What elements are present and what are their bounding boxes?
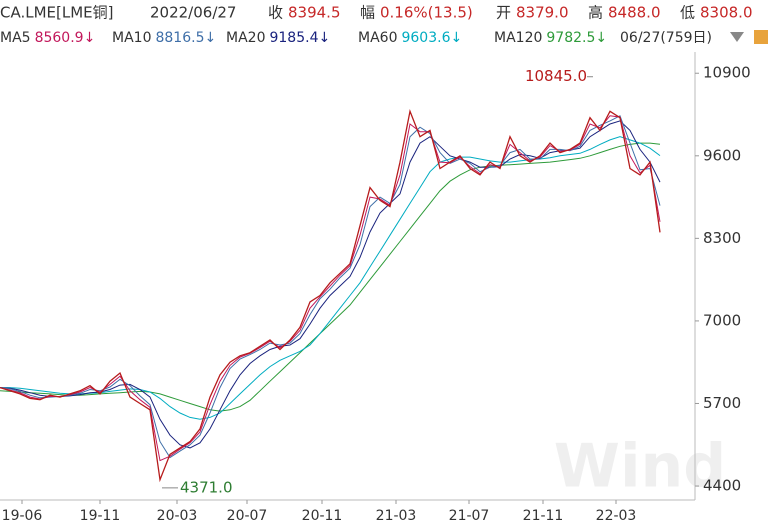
- ma-line: [0, 120, 661, 449]
- x-tick-label: 20-03: [157, 508, 198, 524]
- header-item: 8488.0: [608, 4, 661, 22]
- legend-value: 8816.5: [155, 30, 204, 46]
- header-item: 收: [268, 4, 283, 22]
- x-tick-label: 22-03: [596, 508, 637, 524]
- annotation-label: 4371.0: [180, 478, 233, 496]
- y-tick-label: 10900: [703, 64, 751, 82]
- y-tick-label: 7000: [703, 311, 741, 329]
- header-item: 开: [496, 4, 511, 22]
- header-item: 8308.0: [700, 4, 753, 22]
- range-label: 06/27(759日): [620, 30, 712, 46]
- legend-name: MA10: [112, 30, 151, 46]
- legend-value: 9185.4: [269, 30, 318, 46]
- legend-name: MA120: [494, 30, 542, 46]
- x-tick-label: 21-03: [376, 508, 417, 524]
- legend-entry: MA10 8816.5↓: [112, 30, 216, 46]
- legend-value: 8560.9: [35, 30, 84, 46]
- ma-line: [0, 142, 661, 412]
- x-tick-label: 20-11: [302, 508, 343, 524]
- header-item: 低: [680, 4, 695, 22]
- legend-entry: MA20 9185.4↓: [226, 30, 330, 46]
- legend-name: MA20: [226, 30, 265, 46]
- legend-trend: ↓: [595, 30, 607, 46]
- legend-value: 9603.6: [401, 30, 450, 46]
- legend-entry: MA5 8560.9↓: [0, 30, 95, 46]
- lock-icon[interactable]: [754, 30, 768, 44]
- y-tick-label: 9600: [703, 146, 741, 164]
- legend-trend: ↓: [84, 30, 96, 46]
- x-tick-label: 19-11: [80, 508, 121, 524]
- legend: MA5 8560.9↓ MA10 8816.5↓ MA20 9185.4↓ MA60 9603…: [0, 30, 607, 46]
- ma-line: [0, 115, 661, 459]
- header-item: CA.LME[LME铜]: [0, 4, 114, 22]
- header-item: 2022/06/27: [150, 4, 236, 22]
- header: CA.LME[LME铜] 2022/06/27 收 8394.5 幅 0.16%(13.5…: [0, 4, 753, 22]
- y-tick-label: 5700: [703, 394, 741, 412]
- legend-name: MA5: [0, 30, 31, 46]
- header-item: 8394.5: [288, 4, 341, 22]
- y-tick-label: 8300: [703, 229, 741, 247]
- legend-name: MA60: [358, 30, 397, 46]
- header-item: 0.16%(13.5): [380, 4, 473, 22]
- legend-value: 9782.5: [546, 30, 595, 46]
- legend-trend: ↓: [450, 30, 462, 46]
- x-tick-label: 21-11: [523, 508, 564, 524]
- x-tick-label: 21-07: [449, 508, 490, 524]
- price-line: [0, 108, 661, 483]
- legend-trend: ↓: [204, 30, 216, 46]
- header-item: 高: [588, 4, 603, 22]
- ma-line: [0, 115, 661, 462]
- header-item: 8379.0: [516, 4, 569, 22]
- dropdown-icon[interactable]: [730, 32, 744, 42]
- y-tick-label: 4400: [703, 477, 741, 495]
- watermark: Wind: [554, 432, 726, 502]
- x-tick-label: 20-07: [227, 508, 268, 524]
- annotation-label: 10845.0: [525, 67, 587, 85]
- legend-entry: MA120 9782.5↓: [494, 30, 607, 46]
- legend-trend: ↓: [318, 30, 330, 46]
- x-tick-label: 19-06: [2, 508, 43, 524]
- ma-line: [0, 136, 661, 420]
- legend-entry: MA60 9603.6↓: [358, 30, 462, 46]
- header-item: 幅: [360, 4, 375, 22]
